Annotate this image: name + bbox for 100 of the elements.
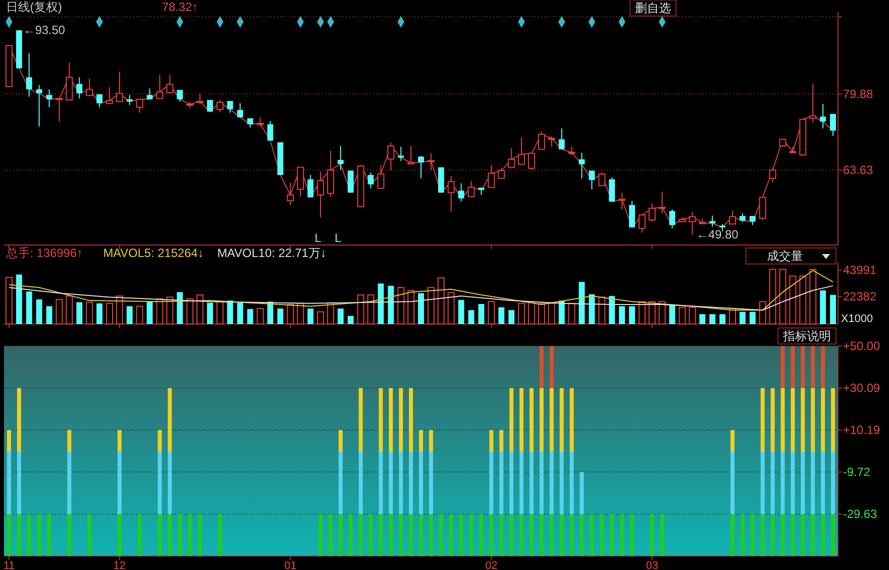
bar: [770, 514, 775, 556]
y-tick-label: 63.63: [843, 163, 874, 177]
bar: [428, 287, 435, 324]
bar: [388, 514, 393, 556]
bar: [558, 300, 565, 324]
candlestick: [407, 146, 414, 164]
y-axis-title: X1000: [841, 313, 873, 325]
bar: [780, 514, 785, 556]
bar: [800, 388, 805, 452]
bar: [277, 308, 284, 324]
bar: [66, 296, 73, 324]
bar: [719, 314, 726, 324]
bar: [630, 514, 634, 556]
bar: [550, 514, 554, 556]
bar: [158, 430, 162, 452]
candlestick: [488, 164, 495, 188]
bar: [67, 514, 72, 556]
candlestick: [638, 214, 646, 234]
bar: [740, 312, 746, 324]
candlestick: [608, 176, 615, 202]
line-series: [8, 285, 834, 311]
bar: [800, 452, 805, 514]
bar: [378, 514, 383, 556]
bar: [598, 296, 606, 324]
bar: [408, 452, 413, 514]
candlestick: [267, 120, 274, 142]
candlestick: [728, 210, 736, 224]
bar: [550, 388, 554, 452]
bar: [46, 306, 52, 324]
annotation: 成交量: [767, 249, 803, 263]
bar: [560, 452, 564, 514]
bar: [16, 274, 22, 324]
bar: [7, 430, 12, 452]
bar: [176, 292, 183, 324]
line-series: [8, 270, 834, 311]
candlestick: [398, 146, 404, 162]
bar: [530, 452, 534, 514]
bar: [87, 514, 92, 556]
bar: [247, 309, 254, 324]
text: MAVOL5: 215264↓: [103, 246, 204, 260]
bar: [800, 514, 805, 556]
bar: [790, 346, 795, 388]
candlestick: [809, 83, 816, 124]
bar: [196, 294, 204, 324]
bar: [800, 346, 805, 388]
annotation: ←93.50: [23, 23, 66, 38]
bar: [398, 514, 403, 556]
bar: [509, 452, 514, 514]
bar: [56, 298, 63, 324]
annotation: 删自选: [635, 1, 671, 15]
candlestick: [338, 146, 344, 170]
annotation: L: [314, 231, 322, 245]
candlestick: [237, 102, 244, 118]
y-tick-label: 22382: [843, 290, 877, 304]
bar: [126, 306, 133, 324]
bar: [458, 300, 464, 324]
bar: [17, 388, 22, 452]
bar: [530, 514, 534, 556]
candlestick: [368, 172, 374, 189]
bar: [580, 514, 584, 556]
bar: [419, 514, 423, 556]
bar: [146, 302, 153, 324]
bar: [650, 514, 654, 556]
bar: [156, 298, 164, 324]
bar: [188, 514, 192, 556]
bar: [408, 514, 413, 556]
bar: [809, 268, 816, 324]
bar: [608, 296, 615, 324]
candlestick: [26, 52, 32, 98]
bar: [820, 388, 825, 452]
bar: [388, 286, 394, 324]
bar: [158, 514, 162, 556]
bar: [760, 514, 765, 556]
bar: [118, 452, 122, 514]
candlestick: [146, 88, 153, 100]
candlestick: [548, 136, 556, 148]
bar: [509, 514, 514, 556]
bar: [488, 301, 495, 324]
bar: [820, 514, 825, 556]
candlestick: [558, 128, 565, 150]
bar: [479, 514, 484, 556]
bar: [388, 452, 393, 514]
candlestick: [468, 180, 475, 198]
bar: [820, 290, 826, 324]
bar: [136, 306, 144, 324]
candlestick: [216, 99, 224, 113]
bar: [388, 388, 393, 452]
x-tick-label: 11: [3, 560, 15, 570]
bar: [7, 452, 12, 514]
y-tick-label: -29.63: [843, 507, 878, 522]
bar: [419, 452, 423, 514]
bar: [357, 294, 364, 324]
bar: [118, 430, 122, 452]
candlestick: [307, 174, 314, 198]
candlestick: [256, 116, 264, 128]
bar: [448, 292, 455, 324]
candlestick: [377, 164, 384, 189]
bar: [429, 452, 434, 514]
bar: [770, 388, 775, 452]
candlestick: [498, 168, 505, 179]
